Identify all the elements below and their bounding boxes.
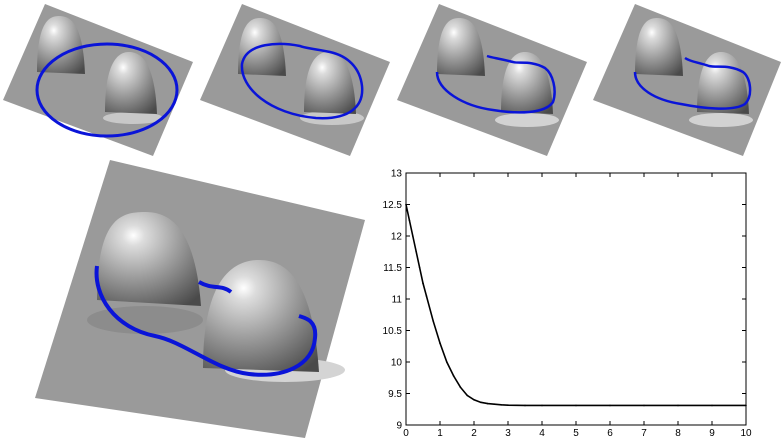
peak-base-shadow: [689, 113, 753, 127]
y-tick-label: 9: [396, 421, 402, 432]
data-point: [480, 401, 482, 404]
x-tick-label: 1: [437, 428, 443, 439]
y-tick-label: 12: [391, 232, 403, 243]
surface-plane: [3, 4, 193, 156]
x-tick-label: 10: [740, 428, 752, 439]
data-point: [425, 295, 428, 297]
peak-right: [203, 260, 319, 372]
data-point: [575, 404, 577, 407]
data-point: [609, 404, 611, 407]
data-point: [432, 320, 434, 322]
data-point: [500, 404, 502, 406]
data-point: [466, 394, 468, 397]
peak-right: [105, 52, 157, 114]
surface-plane: [593, 4, 781, 156]
data-point: [493, 403, 496, 406]
evolving-curve: [240, 42, 364, 120]
snapshot-4: [593, 2, 781, 156]
y-tick-label: 9.5: [388, 389, 402, 400]
data-point: [412, 235, 414, 237]
data-point: [643, 404, 645, 407]
peak-right: [501, 52, 553, 114]
x-tick-label: 5: [573, 428, 579, 439]
snapshot-2: [200, 2, 390, 156]
x-tick-label: 4: [539, 428, 545, 439]
y-tick-label: 12.5: [383, 200, 403, 211]
peak-left: [37, 16, 85, 74]
y-tick-label: 11: [392, 295, 403, 306]
energy-chart: 0 1 2 3 4 5 6 7 8 9 10 9 9.5 10 10.5 11 11.5 12 12.5 13: [370, 165, 765, 440]
surface-plane: [397, 4, 587, 156]
y-tick-label: 10: [391, 358, 403, 369]
x-tick-label: 3: [505, 428, 511, 439]
peak-right: [697, 52, 749, 114]
data-point: [408, 219, 411, 222]
data-point: [418, 266, 421, 269]
x-tick-label: 6: [607, 428, 613, 439]
snapshot-1: [3, 2, 193, 156]
y-tick-label: 10.5: [383, 326, 403, 337]
x-tick-label: 2: [471, 428, 477, 439]
evolving-curve: [633, 56, 752, 110]
plot-frame: [405, 172, 747, 426]
peak-base-shadow: [103, 112, 163, 124]
data-point: [524, 404, 526, 407]
evolving-curve: [435, 54, 556, 114]
peak-left: [437, 18, 485, 76]
x-tick-label: 9: [709, 428, 715, 439]
data-point: [507, 404, 509, 406]
data-point: [486, 402, 489, 405]
data-point: [446, 361, 448, 363]
data-point: [541, 404, 543, 407]
peak-left: [635, 18, 683, 76]
peak-right: [304, 52, 356, 114]
peak-left: [97, 212, 201, 306]
y-tick-label: 13: [391, 169, 403, 180]
evolving-curve: [94, 265, 318, 377]
data-point: [711, 404, 713, 407]
data-point: [422, 282, 424, 285]
data-point: [745, 404, 747, 407]
data-point: [677, 404, 679, 407]
x-tick-label: 8: [675, 428, 681, 439]
data-point: [439, 342, 441, 344]
data-point: [405, 203, 407, 206]
x-tick-label: 0: [403, 428, 409, 439]
snapshot-3: [397, 2, 587, 156]
evolving-curve: [35, 42, 179, 138]
peak-base-shadow: [87, 306, 203, 334]
final-surface: [35, 160, 365, 438]
data-point: [415, 250, 417, 253]
data-point: [473, 399, 475, 401]
data-point: [452, 375, 455, 377]
data-point: [459, 386, 462, 388]
y-tick-label: 11.5: [383, 263, 402, 274]
peak-base-shadow: [495, 113, 559, 127]
x-tick-label: 7: [641, 428, 647, 439]
